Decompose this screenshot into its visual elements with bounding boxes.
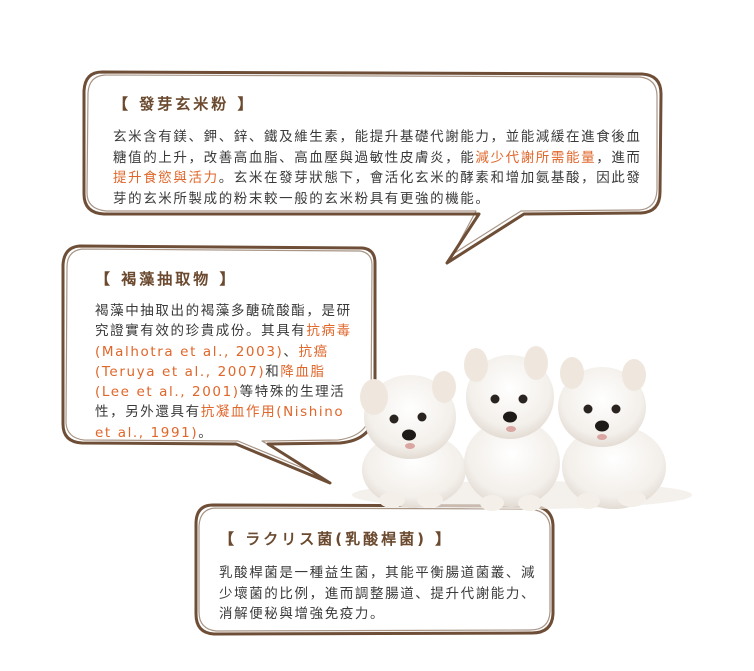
citation-text: (Teruya et al., 2007) [95, 363, 266, 380]
puppy-middle [464, 346, 560, 511]
body-text: ，進而 [596, 149, 642, 166]
bubble-lactobacillus-outline [194, 503, 555, 636]
body-text: 玄米含有鎂、鉀、鋅、鐵及維生素，能提升基礎代謝能力，並能減緩在進食後血糖值的上升… [113, 129, 642, 166]
citation-text: (Lee et al., 2001) [95, 384, 240, 401]
panel-lactobacillus-title: 【 ラクリス菌(乳酸桿菌) 】 [219, 530, 454, 548]
body-text: 褐藻中抽取出的褐藻多醣硫酸酯，是研究證實有效的珍貴成份。其具有 [95, 303, 352, 340]
citation-text: (Malhotra et al., 2003) [95, 343, 284, 360]
panel-seaweed-body: 褐藻中抽取出的褐藻多醣硫酸酯，是研究證實有效的珍貴成份。其具有抗病毒 (Malho… [95, 301, 360, 443]
citation-text: (Teruya et al., 2007)和 [95, 364, 280, 380]
citation-text: (Malhotra et al., 2003)、 [95, 344, 298, 360]
body-text: 、 [283, 343, 299, 360]
highlight-text: 提升食慾與活力 [113, 170, 219, 186]
bubble-brown-rice-outline [82, 70, 663, 265]
panel-brown-rice-title: 【 發芽玄米粉 】 [113, 95, 256, 113]
panel-lactobacillus: 【 ラクリス菌(乳酸桿菌) 】 乳酸桿菌是一種益生菌，其能平衡腸道菌叢、減少壞菌… [219, 528, 549, 625]
puppies-photo [352, 346, 692, 511]
panel-seaweed: 【 褐藻抽取物 】 褐藻中抽取出的褐藻多醣硫酸酯，是研究證實有效的珍貴成份。其具… [95, 268, 360, 443]
body-text: 。 [198, 424, 214, 441]
highlight-text: 抗凝血作用 [200, 404, 277, 421]
panel-seaweed-title: 【 褐藻抽取物 】 [95, 270, 238, 288]
highlight-text: 降血脂 [280, 363, 326, 380]
panel-brown-rice: 【 發芽玄米粉 】 玄米含有鎂、鉀、鋅、鐵及維生素，能提升基礎代謝能力，並能減緩… [113, 93, 643, 209]
body-text: 和 [265, 363, 281, 380]
panel-brown-rice-body: 玄米含有鎂、鉀、鋅、鐵及維生素，能提升基礎代謝能力，並能減緩在進食後血糖值的上升… [113, 127, 643, 209]
citation-text: (Nishino et al., 1991) [95, 404, 345, 441]
puppy-right [558, 357, 666, 509]
body-text: 等特殊的生理活性，另外還具有 [95, 384, 346, 421]
highlight-text: 抗病毒 [306, 323, 352, 340]
highlight-text: 減少代謝所需能量 [475, 149, 597, 166]
citation-text: (Nishino et al., 1991)。 [95, 404, 344, 440]
highlight-text: 抗癌 [298, 343, 329, 360]
citation-text: (Lee et al., 2001)等特殊的生理活性，另外還具有 [95, 384, 345, 420]
body-text: 。玄米在發芽狀態下，會活化玄米的酵素和增加氨基酸，因此發芽的玄米所製成的粉末較一… [113, 170, 642, 207]
panel-lactobacillus-body: 乳酸桿菌是一種益生菌，其能平衡腸道菌叢、減少壞菌的比例，進而調整腸道、提升代謝能… [219, 565, 537, 622]
puppy-left [360, 371, 466, 508]
